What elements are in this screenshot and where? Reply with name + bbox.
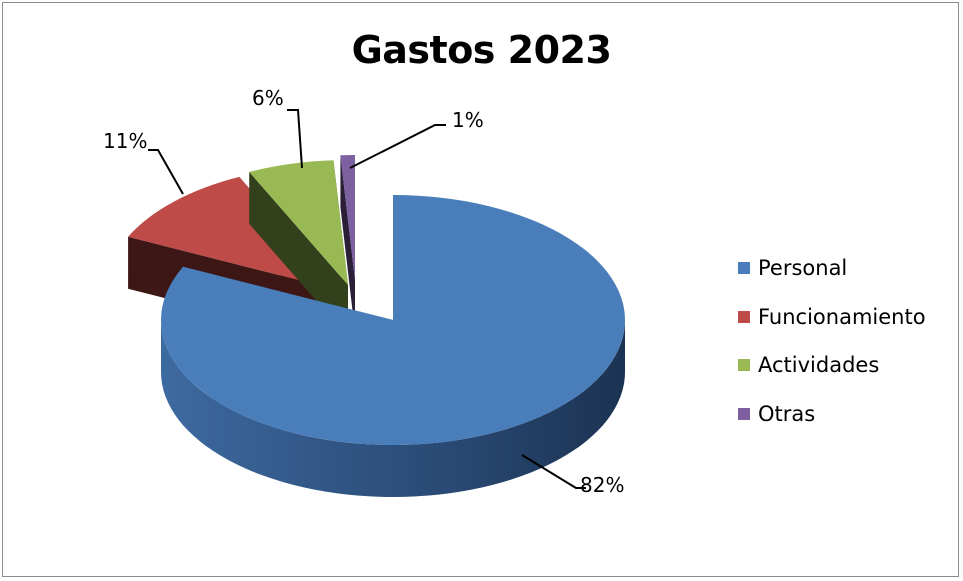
legend-swatch: [738, 407, 750, 420]
legend-label: Actividades: [758, 353, 880, 378]
legend-item-funcionamiento: Funcionamiento: [738, 293, 926, 342]
leader-line-actividades: [287, 109, 303, 169]
legend-label: Personal: [758, 256, 848, 281]
legend-swatch: [738, 310, 750, 323]
leader-line-funcionamiento: [148, 149, 184, 195]
legend-label: Funcionamiento: [758, 304, 926, 329]
legend-label: Otras: [758, 401, 816, 426]
legend-swatch: [738, 262, 750, 275]
legend-item-otras: Otras: [738, 390, 926, 439]
leader-line-personal: [521, 454, 586, 489]
chart-legend: Personal Funcionamiento Actividades Otras: [738, 244, 926, 438]
leader-line-otras: [349, 124, 446, 169]
pie-slice-actividades: [249, 160, 348, 337]
data-label-otras: 1%: [452, 108, 484, 132]
pie-slice-personal: [160, 195, 626, 497]
chart-title: Gastos 2023: [351, 28, 612, 72]
legend-item-actividades: Actividades: [738, 341, 926, 390]
legend-swatch: [738, 359, 750, 372]
legend-item-personal: Personal: [738, 244, 926, 293]
data-label-personal: 82%: [580, 473, 624, 497]
data-label-funcionamiento: 11%: [103, 129, 147, 153]
data-label-actividades: 6%: [252, 86, 284, 110]
pie-slice-otras: [340, 155, 355, 332]
